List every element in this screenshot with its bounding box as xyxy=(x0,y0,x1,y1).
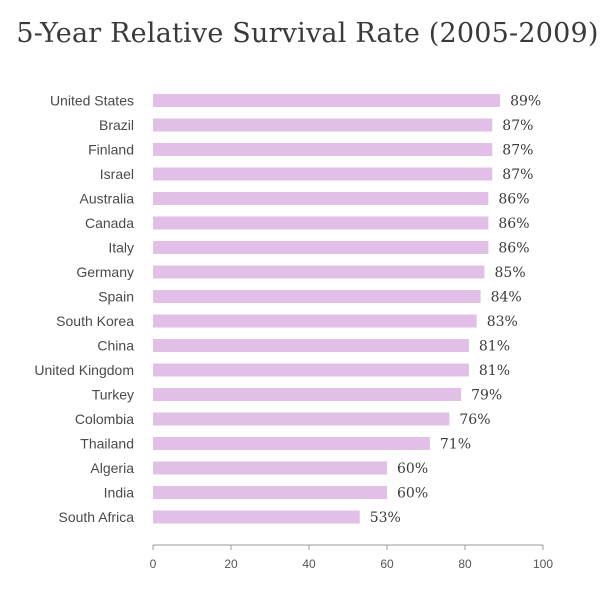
bar-15 xyxy=(153,461,387,475)
bar-6 xyxy=(153,241,489,254)
value-label-5: 86% xyxy=(498,216,529,232)
value-label-11: 81% xyxy=(479,363,510,379)
x-tick-label-4: 80 xyxy=(458,557,472,571)
value-label-10: 81% xyxy=(479,339,510,355)
bar-5 xyxy=(153,216,489,230)
value-label-4: 86% xyxy=(498,192,529,208)
x-tick-label-3: 60 xyxy=(380,557,394,571)
category-label-7: Germany xyxy=(76,264,134,280)
value-label-9: 83% xyxy=(487,314,518,330)
value-label-1: 87% xyxy=(502,118,533,134)
category-label-13: Colombia xyxy=(75,411,134,427)
bar-7 xyxy=(153,265,485,279)
bar-1 xyxy=(153,118,493,132)
value-label-13: 76% xyxy=(459,412,490,428)
bar-4 xyxy=(153,192,489,205)
category-label-0: United States xyxy=(50,93,134,109)
value-label-14: 71% xyxy=(440,437,471,453)
category-label-11: United Kingdom xyxy=(34,362,134,378)
value-label-0: 89% xyxy=(510,94,541,110)
value-label-12: 79% xyxy=(471,388,502,404)
chart-title: 5-Year Relative Survival Rate (2005-2009… xyxy=(16,18,599,49)
bar-10 xyxy=(153,339,469,352)
x-tick-label-0: 0 xyxy=(150,557,157,571)
x-tick-label-1: 20 xyxy=(224,557,238,571)
value-label-8: 84% xyxy=(491,290,522,306)
value-label-2: 87% xyxy=(502,143,533,159)
bar-12 xyxy=(153,388,462,401)
bar-11 xyxy=(153,363,469,377)
value-label-6: 86% xyxy=(498,241,529,257)
x-tick-label-5: 100 xyxy=(533,557,553,571)
category-label-16: India xyxy=(104,485,135,501)
value-label-7: 85% xyxy=(495,265,526,281)
category-label-3: Israel xyxy=(100,166,134,182)
category-label-10: China xyxy=(97,338,134,354)
value-label-3: 87% xyxy=(502,167,533,183)
bar-14 xyxy=(153,437,430,450)
category-label-12: Turkey xyxy=(92,387,134,403)
x-axis: 0 20 40 60 80 100 xyxy=(150,544,553,571)
bar-13 xyxy=(153,412,450,426)
category-label-5: Canada xyxy=(85,215,134,231)
category-label-17: South Africa xyxy=(59,509,135,525)
value-label-15: 60% xyxy=(397,461,428,477)
bar-17 xyxy=(153,510,360,524)
bar-8 xyxy=(153,290,481,303)
bar-0 xyxy=(153,94,501,107)
bar-16 xyxy=(153,486,387,499)
labels-layer: United States 89% Brazil 87% Finland 87% Israe… xyxy=(34,93,541,527)
category-label-14: Thailand xyxy=(80,436,134,452)
bars-layer xyxy=(153,94,501,524)
category-label-9: South Korea xyxy=(56,313,134,329)
category-label-8: Spain xyxy=(98,289,134,305)
x-tick-label-2: 40 xyxy=(302,557,316,571)
category-label-6: Italy xyxy=(108,240,134,256)
category-label-15: Algeria xyxy=(90,460,134,476)
category-label-4: Australia xyxy=(80,191,135,207)
bar-9 xyxy=(153,314,477,328)
category-label-1: Brazil xyxy=(99,117,134,133)
value-label-17: 53% xyxy=(370,510,401,526)
value-label-16: 60% xyxy=(397,486,428,502)
bar-2 xyxy=(153,143,493,156)
bar-3 xyxy=(153,167,493,181)
category-label-2: Finland xyxy=(88,142,134,158)
